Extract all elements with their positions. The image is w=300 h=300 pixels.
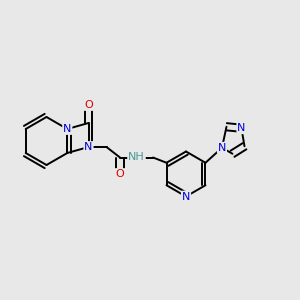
Text: NH: NH (128, 152, 145, 163)
Text: O: O (84, 100, 93, 110)
Text: N: N (218, 143, 226, 153)
Text: N: N (237, 123, 246, 133)
Text: N: N (84, 142, 93, 152)
Text: N: N (182, 191, 190, 202)
Text: N: N (63, 124, 71, 134)
Text: O: O (116, 169, 124, 179)
